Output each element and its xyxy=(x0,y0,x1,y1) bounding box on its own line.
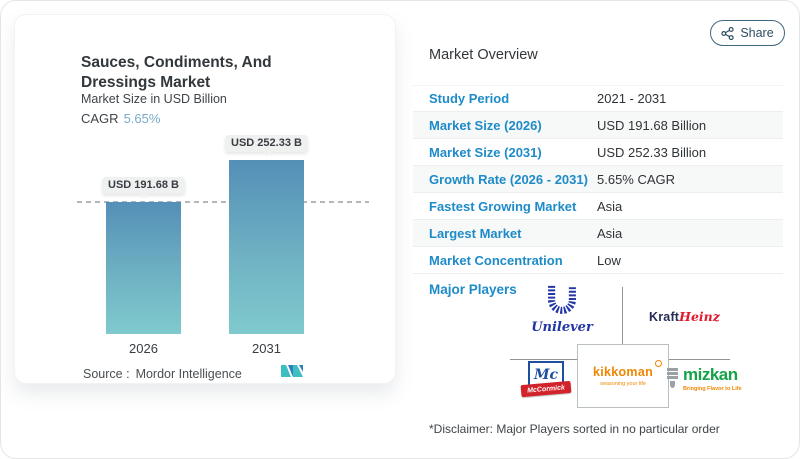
players-divider-vertical xyxy=(622,287,623,344)
unilever-u-icon xyxy=(548,285,576,314)
source-value: Mordor Intelligence xyxy=(135,367,242,381)
overview-heading: Market Overview xyxy=(429,47,538,63)
kikkoman-tagline: seasoning your life xyxy=(600,381,646,387)
bar-2026: USD 191.68 B xyxy=(102,176,185,334)
players-divider-horizontal-right xyxy=(666,359,730,360)
chart-subtitle: Market Size in USD Billion xyxy=(81,92,227,106)
row-value: Asia xyxy=(597,198,623,214)
bar-2031: USD 252.33 B xyxy=(225,135,308,334)
chart-card: Sauces, Condiments, And Dressings Market… xyxy=(14,14,396,384)
bar-2031-rect xyxy=(229,160,304,334)
kikkoman-hexagon-mark-icon xyxy=(655,360,663,367)
major-players-diagram: Unilever KraftHeinz Mc McCormick kikkoma… xyxy=(421,281,791,413)
row-label: Fastest Growing Market xyxy=(429,198,577,214)
cagr-label: CAGR xyxy=(81,111,119,126)
cagr-value: 5.65% xyxy=(123,111,161,126)
disclaimer-text: *Disclaimer: Major Players sorted in no … xyxy=(429,422,720,436)
mizkan-logo: mizkan Bringing Flavor to Life xyxy=(667,366,742,392)
source-row: Source : Mordor Intelligence xyxy=(83,367,242,381)
row-value: Asia xyxy=(597,225,623,241)
kikkoman-wordmark: kikkoman xyxy=(592,365,654,379)
major-players-label: Major Players xyxy=(429,282,517,297)
bar-2026-value-label: USD 191.68 B xyxy=(102,176,185,198)
mccormick-logo: Mc McCormick xyxy=(520,361,572,403)
row-label: Market Concentration xyxy=(429,252,563,268)
kraft-wordmark: Kraft xyxy=(649,310,680,324)
heinz-wordmark: Heinz xyxy=(679,309,720,324)
bar-chart: USD 191.68 B USD 252.33 B 2026 2031 xyxy=(15,15,395,383)
table-row-market-size-2031: Market Size (2031) USD 252.33 Billion xyxy=(413,139,783,166)
cagr-row: CAGR 5.65% xyxy=(81,111,160,126)
row-value: USD 191.68 Billion xyxy=(597,117,707,133)
bar-2031-value-label: USD 252.33 B xyxy=(225,135,308,156)
mizkan-wordmark: mizkan xyxy=(683,365,738,384)
row-label: Market Size (2026) xyxy=(429,117,542,133)
overview-table: Study Period 2021 - 2031 Market Size (20… xyxy=(413,85,783,274)
table-row-market-size-2026: Market Size (2026) USD 191.68 Billion xyxy=(413,112,783,139)
table-row-study-period: Study Period 2021 - 2031 xyxy=(413,85,783,112)
bar-2026-rect xyxy=(106,201,181,334)
row-value: 5.65% CAGR xyxy=(597,171,676,187)
x-axis-label-2031: 2031 xyxy=(252,341,281,356)
row-label: Market Size (2031) xyxy=(429,144,542,160)
mordor-intelligence-logo-icon xyxy=(281,365,303,377)
share-button[interactable]: Share xyxy=(710,20,785,46)
row-value: 2021 - 2031 xyxy=(597,91,667,106)
players-divider-horizontal-left xyxy=(510,359,577,360)
unilever-logo: Unilever xyxy=(529,283,595,335)
share-button-label: Share xyxy=(740,26,774,40)
source-label: Source : xyxy=(83,367,130,381)
row-label: Study Period xyxy=(429,91,510,106)
row-value: Low xyxy=(597,252,621,268)
table-row-largest-market: Largest Market Asia xyxy=(413,220,783,247)
kikkoman-card: kikkoman seasoning your life xyxy=(577,344,669,408)
kikkoman-logo: kikkoman xyxy=(592,360,663,379)
reference-dashed-line xyxy=(77,200,369,203)
x-axis-label-2026: 2026 xyxy=(129,341,158,356)
table-row-fastest-growing-market: Fastest Growing Market Asia xyxy=(413,193,783,220)
mizkan-tagline: Bringing Flavor to Life xyxy=(683,386,742,392)
table-row-growth-rate: Growth Rate (2026 - 2031) 5.65% CAGR xyxy=(413,166,783,193)
chart-title: Sauces, Condiments, And Dressings Market xyxy=(81,54,272,91)
row-label: Growth Rate (2026 - 2031) xyxy=(429,171,588,187)
unilever-wordmark: Unilever xyxy=(531,320,593,335)
kraftheinz-logo: KraftHeinz xyxy=(649,308,720,326)
share-icon xyxy=(721,26,734,40)
table-row-market-concentration: Market Concentration Low xyxy=(413,247,783,274)
row-value: USD 252.33 Billion xyxy=(597,144,707,160)
mizkan-brand-icon xyxy=(667,366,678,388)
row-label: Largest Market xyxy=(429,225,522,241)
